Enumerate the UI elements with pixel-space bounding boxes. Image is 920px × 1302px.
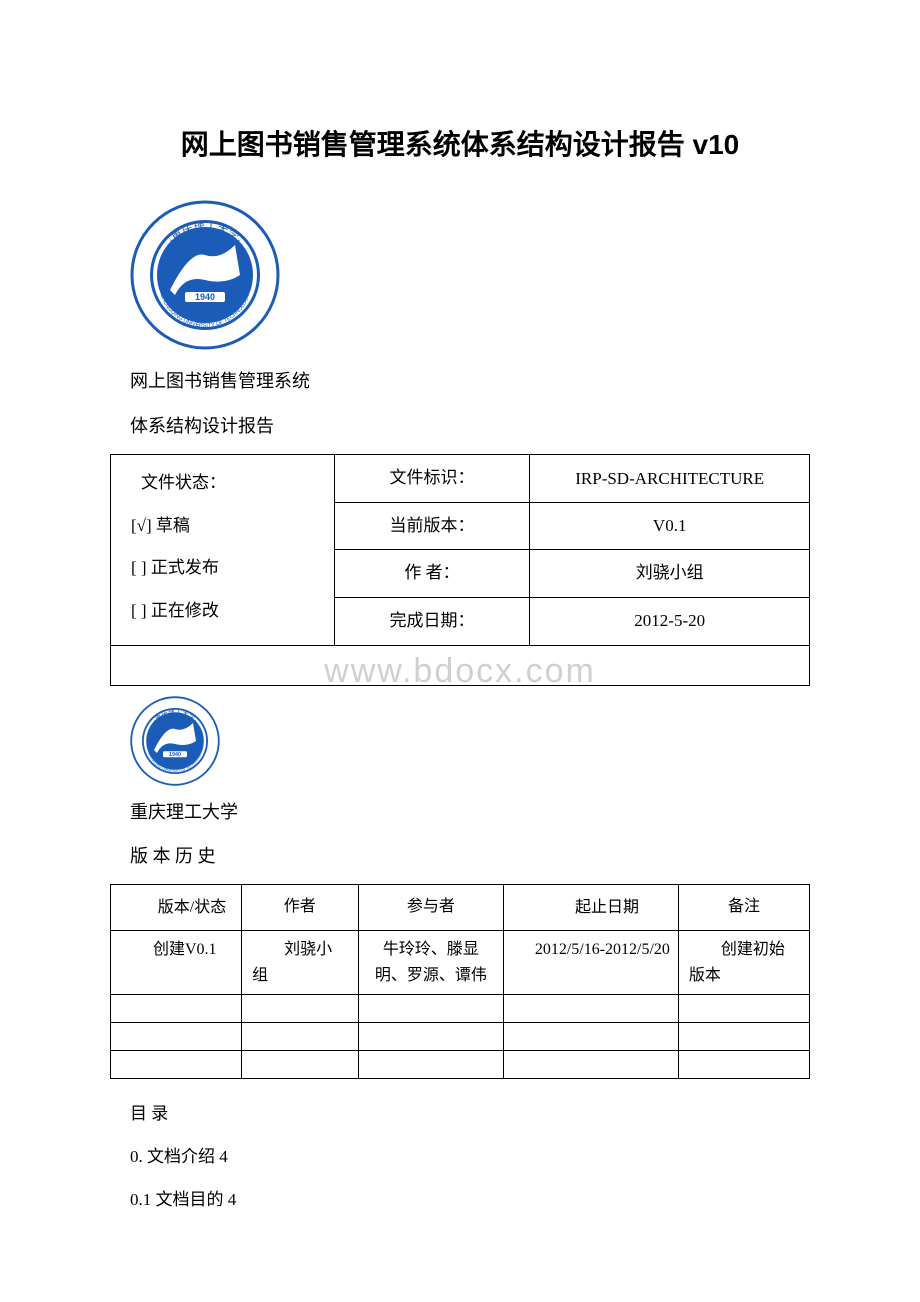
file-status-label: 文件状态： bbox=[141, 468, 319, 499]
version-history-label: 版 本 历 史 bbox=[130, 840, 810, 872]
university-name: 重庆理工大学 bbox=[130, 796, 810, 828]
history-header-author: 作者 bbox=[242, 885, 358, 931]
author-value: 刘骁小组 bbox=[530, 550, 810, 598]
status-draft: [√] 草稿 bbox=[131, 511, 319, 542]
file-id-value: IRP-SD-ARCHITECTURE bbox=[530, 455, 810, 503]
history-header-dates: 起止日期 bbox=[504, 885, 679, 931]
history-row-author: 刘骁小组 bbox=[242, 931, 358, 995]
file-status-table: 文件状态： [√] 草稿 [ ] 正式发布 [ ] 正在修改 文件标识： IRP… bbox=[110, 454, 810, 685]
watermark-cell: www.bdocx.com bbox=[111, 645, 810, 685]
history-header-version: 版本/状态 bbox=[111, 885, 242, 931]
version-history-table: 版本/状态 作者 参与者 起止日期 备注 创建V0.1 刘骁小组 牛玲玲、滕显明… bbox=[110, 884, 810, 1079]
university-logo-small: 1940 ·重庆理工大学· CHONGQING UNIVERSITY OF TE… bbox=[130, 696, 220, 786]
svg-text:1940: 1940 bbox=[195, 292, 215, 302]
history-row-notes: 创建初始版本 bbox=[678, 931, 809, 995]
history-row-version: 创建V0.1 bbox=[111, 931, 242, 995]
toc-item-01: 0.1 文档目的 4 bbox=[130, 1185, 810, 1216]
completion-date-value: 2012-5-20 bbox=[530, 597, 810, 645]
file-status-cell: 文件状态： [√] 草稿 [ ] 正式发布 [ ] 正在修改 bbox=[111, 455, 335, 645]
current-version-value: V0.1 bbox=[530, 502, 810, 550]
current-version-label: 当前版本： bbox=[334, 502, 530, 550]
status-modifying: [ ] 正在修改 bbox=[131, 596, 319, 627]
toc-label: 目 录 bbox=[130, 1099, 810, 1130]
file-id-label: 文件标识： bbox=[334, 455, 530, 503]
author-label: 作 者： bbox=[334, 550, 530, 598]
subtitle-line-1: 网上图书销售管理系统 bbox=[130, 365, 810, 397]
history-header-participants: 参与者 bbox=[358, 885, 504, 931]
document-title: 网上图书销售管理系统体系结构设计报告 v10 bbox=[110, 120, 810, 170]
watermark-text: www.bdocx.com bbox=[111, 641, 809, 702]
toc-item-0: 0. 文档介绍 4 bbox=[130, 1142, 810, 1173]
history-header-notes: 备注 bbox=[678, 885, 809, 931]
history-row-participants: 牛玲玲、滕显明、罗源、谭伟 bbox=[358, 931, 504, 995]
history-row-dates: 2012/5/16-2012/5/20 bbox=[504, 931, 679, 995]
svg-text:1940: 1940 bbox=[169, 752, 181, 758]
completion-date-label: 完成日期： bbox=[334, 597, 530, 645]
subtitle-line-2: 体系结构设计报告 bbox=[130, 410, 810, 442]
status-release: [ ] 正式发布 bbox=[131, 553, 319, 584]
university-logo-large: 1940 ·重庆理工大学· CHONGQING UNIVERSITY OF TE… bbox=[130, 200, 280, 350]
